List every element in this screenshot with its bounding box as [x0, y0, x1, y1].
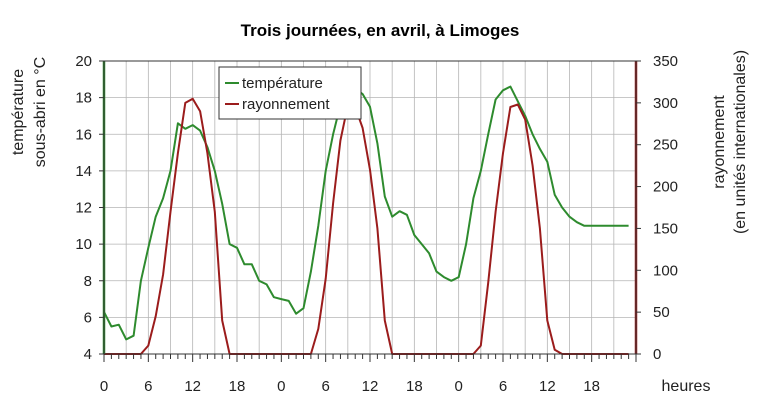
y-left-tick-label: 12 [75, 200, 92, 217]
legend: température rayonnement [218, 66, 362, 120]
y-right-tick-label: 250 [653, 137, 678, 154]
y-axis-left: 4 6 8 10 12 14 16 18 20 [75, 53, 104, 363]
y-left-tick-label: 20 [75, 53, 92, 70]
x-axis: 0 6 12 18 0 6 12 18 0 6 12 18 [100, 354, 637, 395]
x-tick-label: 18 [406, 378, 423, 395]
y-left-tick-label: 14 [75, 163, 92, 180]
y-right-tick-label: 350 [653, 53, 678, 70]
y-axis-left-label-line1: température [10, 69, 27, 155]
x-tick-label: 6 [321, 378, 329, 395]
y-right-tick-label: 100 [653, 262, 678, 279]
x-tick-label: 6 [144, 378, 152, 395]
y-axis-right-label-line2: (en unités internationales) [732, 50, 749, 234]
plot-area [102, 60, 638, 355]
x-tick-label: 12 [362, 378, 379, 395]
y-left-tick-label: 10 [75, 236, 92, 253]
x-tick-label: 0 [100, 378, 108, 395]
y-right-tick-label: 0 [653, 346, 661, 363]
legend-label-rayonnement: rayonnement [242, 96, 330, 113]
series-line-rayonnement [104, 97, 629, 355]
x-tick-label: 0 [277, 378, 285, 395]
y-right-tick-label: 200 [653, 179, 678, 196]
y-right-tick-label: 50 [653, 304, 670, 321]
y-axis-right-label-line1: rayonnement [711, 95, 728, 189]
y-axis-right: 0 50 100 150 200 250 300 350 [636, 53, 678, 363]
y-left-tick-label: 6 [84, 309, 92, 326]
legend-box [218, 66, 362, 120]
x-tick-label: 18 [229, 378, 246, 395]
y-axis-right-label: rayonnement (en unités internationales) [711, 50, 749, 234]
y-axis-left-label-line2: sous-abri en °C [32, 57, 49, 167]
series-line-temperature [103, 85, 629, 341]
x-axis-label: heures [662, 378, 711, 395]
y-left-tick-label: 8 [84, 273, 92, 290]
y-left-tick-label: 16 [75, 126, 92, 143]
y-right-tick-label: 150 [653, 220, 678, 237]
x-tick-label: 18 [583, 378, 600, 395]
x-tick-label: 6 [499, 378, 507, 395]
x-tick-label: 12 [539, 378, 556, 395]
y-right-tick-label: 300 [653, 95, 678, 112]
y-axis-left-label: température sous-abri en °C [10, 57, 49, 167]
x-tick-label: 12 [184, 378, 201, 395]
x-tick-label: 0 [454, 378, 462, 395]
legend-label-temperature: température [242, 75, 323, 92]
y-left-tick-label: 4 [84, 346, 92, 363]
chart-title: Trois journées, en avril, à Limoges [241, 21, 520, 40]
y-left-tick-label: 18 [75, 90, 92, 107]
